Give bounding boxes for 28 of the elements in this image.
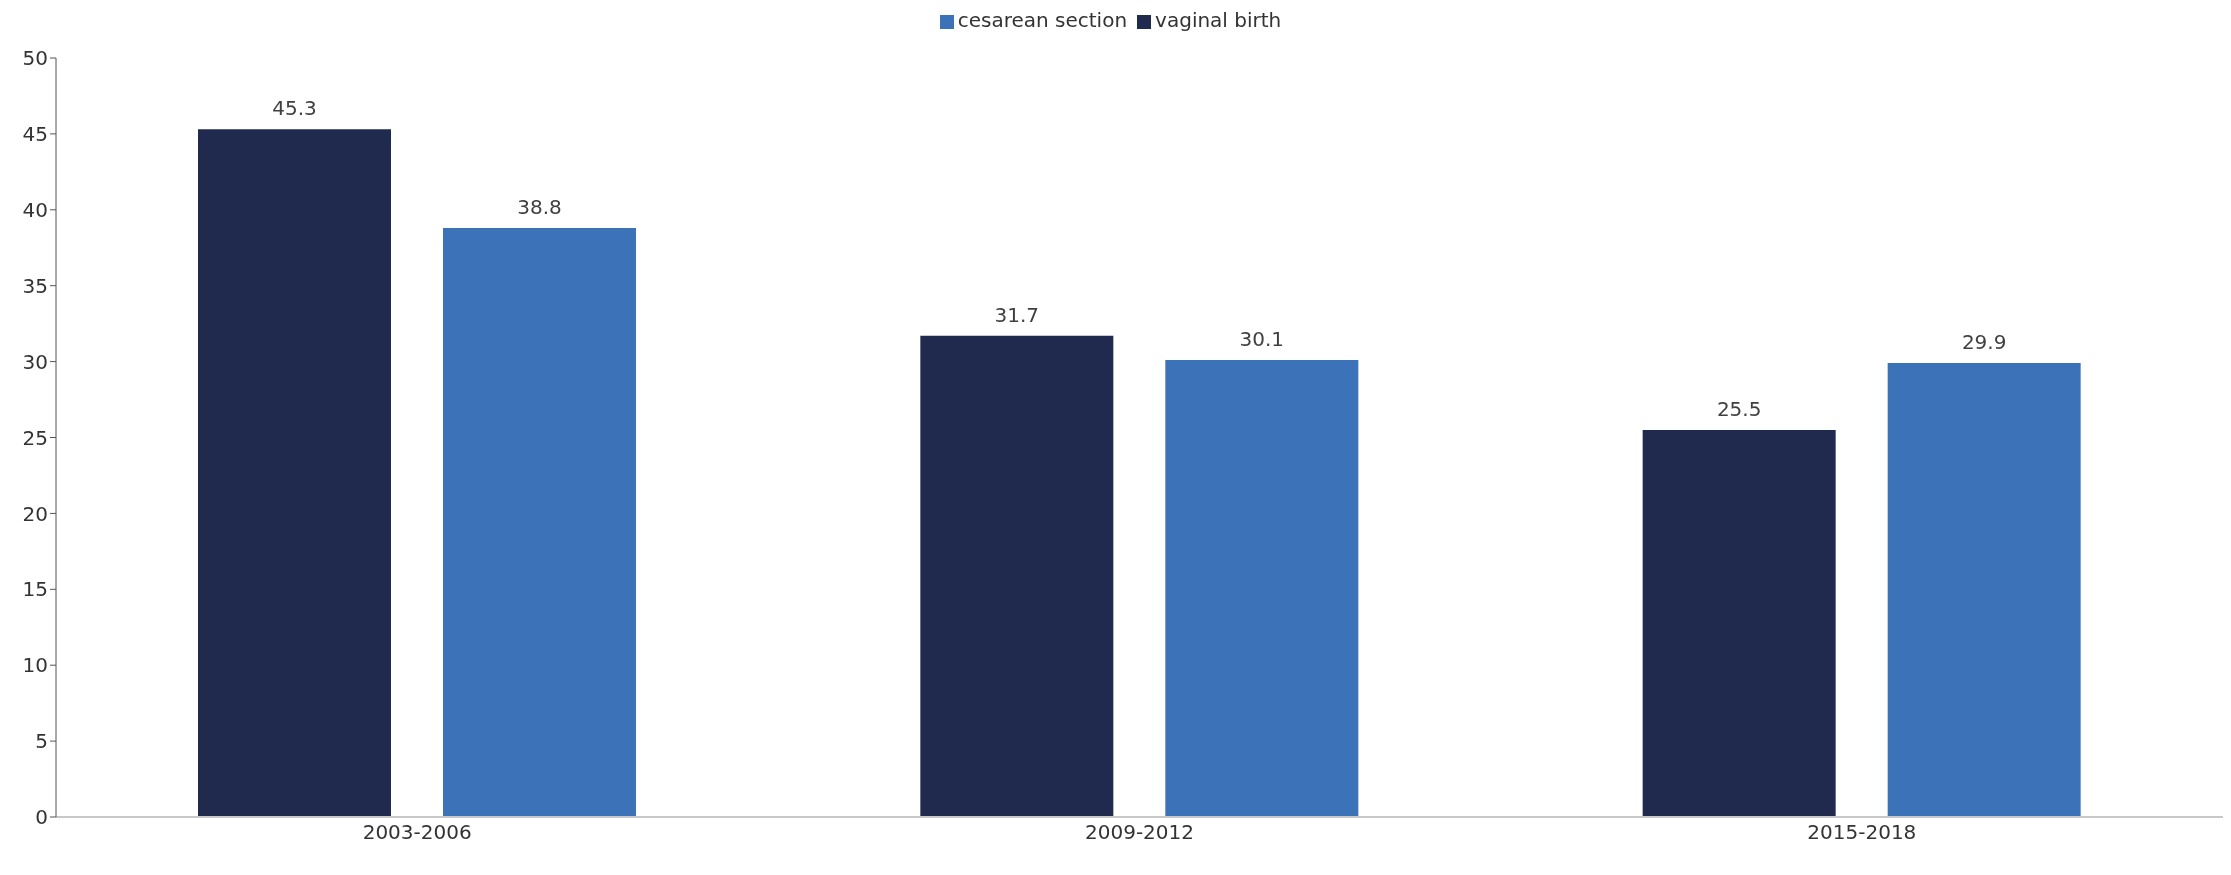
y-tick-label: 20	[22, 501, 48, 526]
x-tick-label: 2015-2018	[1807, 820, 1917, 845]
data-label: 30.1	[1239, 327, 1285, 352]
bar	[1165, 360, 1359, 817]
y-tick-label: 40	[22, 197, 48, 222]
y-tick-label: 15	[22, 577, 48, 602]
y-tick-label: 30	[22, 349, 48, 374]
y-tick-label: 0	[35, 805, 48, 830]
y-tick-label: 10	[22, 653, 48, 678]
legend-label: vaginal birth	[1155, 8, 1282, 32]
data-label: 31.7	[994, 302, 1040, 327]
legend-label: cesarean section	[957, 8, 1128, 32]
bar	[1887, 363, 2081, 817]
y-tick-label: 25	[22, 425, 48, 450]
y-tick-label: 5	[35, 729, 48, 754]
y-tick-label: 45	[22, 122, 48, 146]
data-label: 29.9	[1961, 330, 2007, 355]
y-tick-label: 35	[22, 273, 48, 298]
x-tick-label: 2009-2012	[1084, 820, 1195, 845]
bar	[443, 228, 636, 817]
bar	[920, 335, 1114, 817]
data-label: 45.3	[272, 96, 317, 121]
data-label: 25.5	[1716, 396, 1762, 421]
bar	[198, 129, 391, 817]
data-label: 38.8	[517, 195, 562, 220]
bar	[1642, 429, 1836, 817]
x-tick-label: 2003-2006	[362, 820, 472, 845]
y-tick-label: 50	[22, 46, 48, 71]
